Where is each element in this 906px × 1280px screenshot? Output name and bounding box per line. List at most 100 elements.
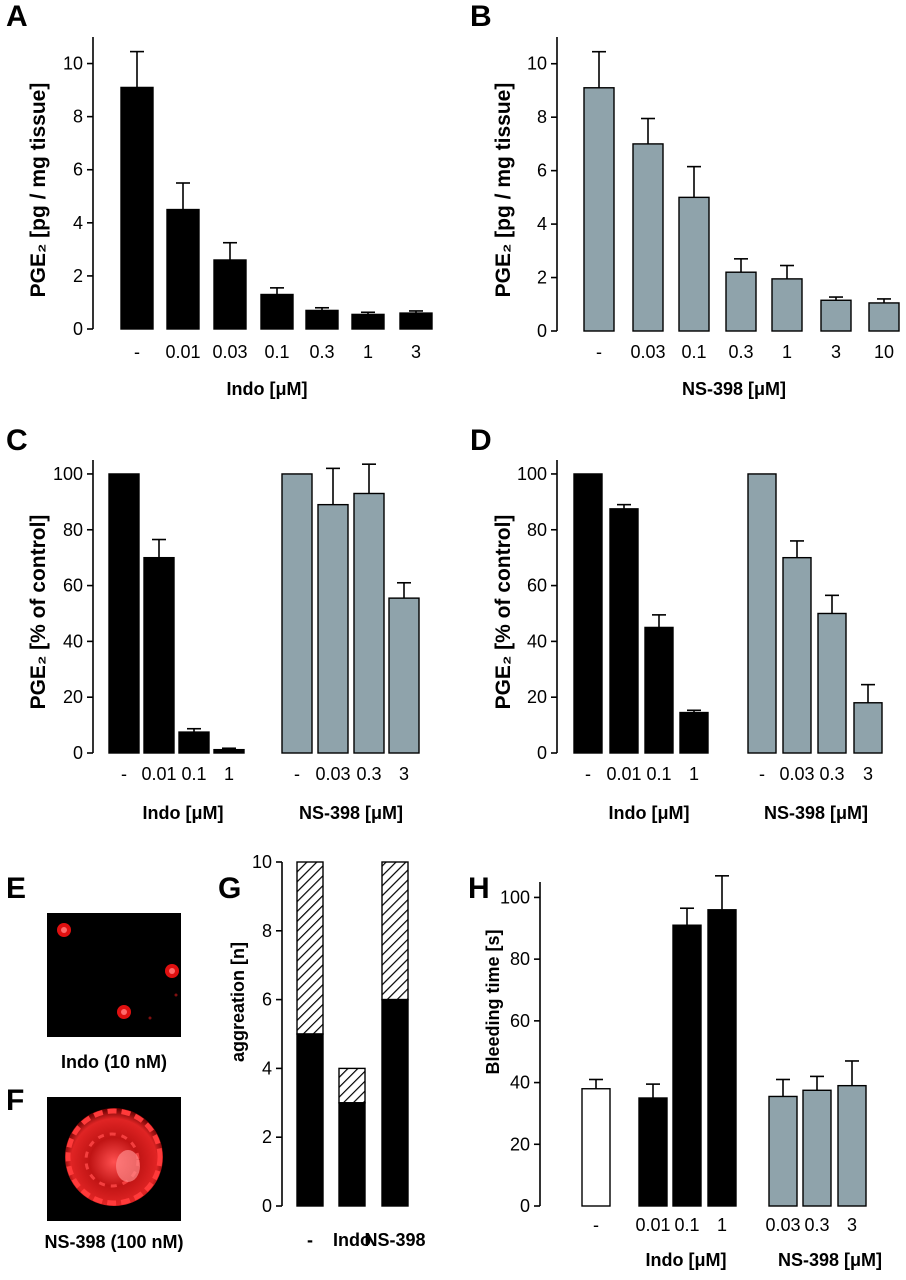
panel-letter-f: F <box>6 1084 24 1117</box>
y-axis-title-a: PGE₂ [pg / mg tissue] <box>27 83 50 298</box>
y-tick-label: 8 <box>73 107 83 127</box>
y-tick-label: 0 <box>537 743 547 763</box>
y-tick-label: 10 <box>527 54 547 74</box>
bar <box>213 748 245 754</box>
x-tick-label: 0.1 <box>674 1215 699 1235</box>
y-axis-title-c: PGE₂ [% of control] <box>27 515 50 710</box>
chart-b: 0 2 4 6 8 10 - 0.03 0.1 0.3 1 3 10 <box>527 37 900 362</box>
bar <box>388 597 420 754</box>
bar <box>747 473 777 754</box>
x-group-label-c-ns398: NS-398 [μM] <box>299 803 403 823</box>
x-tick-label: 1 <box>224 764 234 784</box>
bar-segment-solid <box>338 1102 366 1207</box>
y-axis-title-d: PGE₂ [% of control] <box>492 515 515 710</box>
bar <box>817 612 847 754</box>
x-tick-label: 0.03 <box>315 764 350 784</box>
y-tick-label: 20 <box>63 687 83 707</box>
bar <box>802 1089 832 1207</box>
x-tick-label: 3 <box>847 1215 857 1235</box>
bar <box>353 492 385 754</box>
x-tick-label: - <box>294 764 300 784</box>
panel-letter-g: G <box>218 872 241 905</box>
x-tick-label: 0.03 <box>212 342 247 362</box>
y-tick-label: 40 <box>527 631 547 651</box>
bar <box>305 309 339 330</box>
panel-letter-b: B <box>470 0 492 33</box>
y-tick-label: 4 <box>262 1058 272 1078</box>
panel-letter-c: C <box>6 424 28 457</box>
x-tick-label: 0.1 <box>646 764 671 784</box>
bar <box>771 278 803 332</box>
x-tick-label: 10 <box>874 342 894 362</box>
y-tick-label: 40 <box>510 1073 530 1093</box>
x-tick-label: NS-398 <box>364 1230 425 1250</box>
x-tick-label: 3 <box>863 764 873 784</box>
x-group-label-d-ns398: NS-398 [μM] <box>764 803 868 823</box>
bar-segment-solid <box>296 1033 324 1207</box>
x-tick-label: 1 <box>717 1215 727 1235</box>
y-tick-label: 20 <box>527 687 547 707</box>
bar <box>725 271 757 332</box>
x-tick-label: 1 <box>363 342 373 362</box>
panel-letter-e: E <box>6 872 26 905</box>
bar <box>166 208 200 330</box>
bar <box>143 556 175 754</box>
x-tick-label: 3 <box>831 342 841 362</box>
y-tick-label: 2 <box>262 1127 272 1147</box>
x-tick-label: 0.1 <box>681 342 706 362</box>
bar <box>820 299 852 332</box>
y-tick-label: 60 <box>527 576 547 596</box>
y-tick-label: 6 <box>262 990 272 1010</box>
x-tick-label: 0.3 <box>819 764 844 784</box>
y-tick-label: 60 <box>510 1011 530 1031</box>
x-tick-label: 0.03 <box>765 1215 800 1235</box>
y-tick-label: 80 <box>63 520 83 540</box>
y-axis-title-h: Bleeding time [s] <box>483 929 503 1074</box>
x-tick-label: 0.3 <box>356 764 381 784</box>
y-tick-label: 60 <box>63 576 83 596</box>
bar <box>678 196 710 332</box>
x-tick-label: 3 <box>411 342 421 362</box>
y-tick-label: 6 <box>537 161 547 181</box>
x-tick-label: 0.3 <box>804 1215 829 1235</box>
panel-letter-a: A <box>6 0 28 33</box>
bar <box>868 302 900 332</box>
x-tick-label: 0.01 <box>606 764 641 784</box>
x-tick-label: 0.1 <box>181 764 206 784</box>
bar <box>351 313 385 330</box>
bar <box>638 1097 668 1207</box>
y-tick-label: 100 <box>53 464 83 484</box>
bar <box>837 1084 867 1207</box>
y-tick-label: 100 <box>500 887 530 907</box>
y-axis-title-b: PGE₂ [pg / mg tissue] <box>492 83 515 298</box>
bar <box>581 1088 611 1207</box>
micrograph-ns398 <box>47 1097 181 1221</box>
x-tick-label: 0.3 <box>728 342 753 362</box>
y-tick-label: 0 <box>262 1196 272 1216</box>
micrograph-caption-indo: Indo (10 nM) <box>61 1052 167 1072</box>
x-axis-title-b: NS-398 [μM] <box>682 379 786 399</box>
bar <box>768 1095 798 1207</box>
y-tick-label: 40 <box>63 631 83 651</box>
y-tick-label: 2 <box>73 266 83 286</box>
x-group-label-h-indo: Indo [μM] <box>646 1250 727 1270</box>
bar <box>782 556 812 754</box>
y-tick-label: 8 <box>262 921 272 941</box>
x-group-label-c-indo: Indo [μM] <box>143 803 224 823</box>
bar <box>281 473 313 754</box>
panel-letter-h: H <box>468 872 490 905</box>
y-axis-title-g: aggreation [n] <box>228 942 248 1062</box>
x-tick-label: 0.03 <box>779 764 814 784</box>
panel-letter-d: D <box>470 424 492 457</box>
x-tick-label: 1 <box>689 764 699 784</box>
x-tick-label: 0.01 <box>141 764 176 784</box>
y-tick-label: 80 <box>510 949 530 969</box>
x-tick-label: 0.01 <box>165 342 200 362</box>
bar <box>573 473 603 754</box>
bar <box>679 711 709 754</box>
x-tick-label: 0.01 <box>635 1215 670 1235</box>
y-tick-label: 80 <box>527 520 547 540</box>
bar <box>260 293 294 330</box>
